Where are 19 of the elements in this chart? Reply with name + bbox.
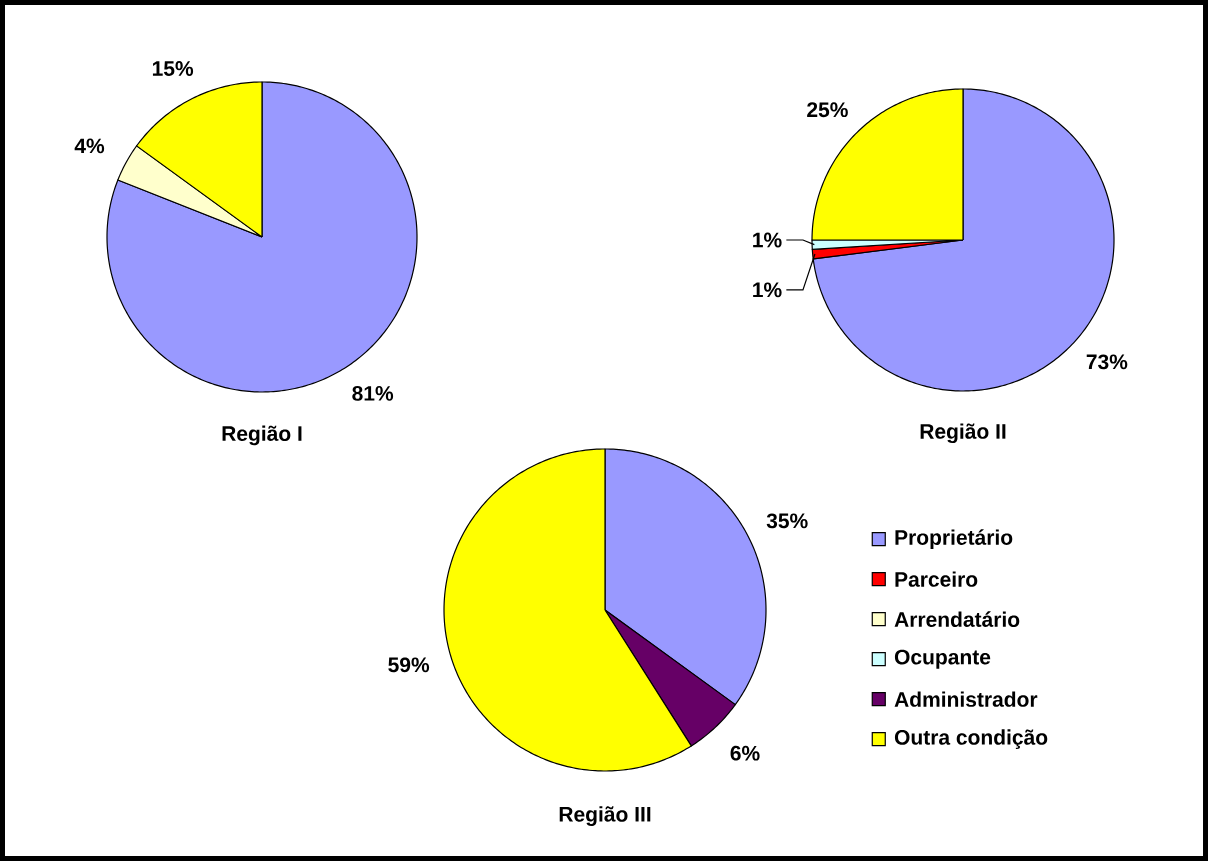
data-label: 81%: [352, 385, 394, 401]
data-label: 73%: [1086, 354, 1128, 370]
data-label: 1%: [753, 282, 782, 298]
data-label: 15%: [152, 61, 194, 76]
data-label: 35%: [766, 513, 808, 529]
legend-label: Proprietário: [895, 529, 1013, 550]
legend-label: Arrendatário: [894, 611, 1020, 627]
text: Região II: [920, 423, 1006, 444]
legend-label: Ocupante: [894, 649, 991, 669]
data-label: 59%: [388, 657, 430, 673]
data-label: 4%: [74, 138, 105, 154]
legend-label: Administrador: [894, 691, 1038, 707]
text: Região I: [222, 425, 302, 446]
data-label: 1%: [753, 232, 782, 248]
text: Região III: [559, 806, 651, 826]
data-label: 25%: [807, 102, 848, 118]
legend-label: Parceiro: [895, 571, 978, 587]
legend-label: Outra condição: [894, 729, 1048, 749]
data-label: 6%: [730, 745, 760, 761]
